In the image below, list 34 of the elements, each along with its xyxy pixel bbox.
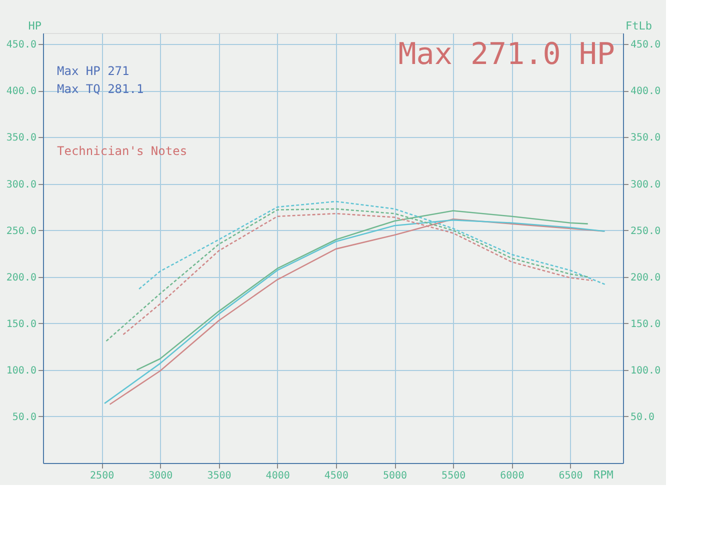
y2-tick-label: 250.0 bbox=[630, 226, 661, 237]
y2-tick-label: 200.0 bbox=[630, 272, 661, 284]
y2-tick-label: 100.0 bbox=[630, 365, 661, 376]
y-tick-label: 100.0 bbox=[6, 365, 36, 376]
y2-tick-label: 450.0 bbox=[630, 40, 661, 51]
annotation: Max 271.0 HP bbox=[398, 37, 615, 72]
y2-axis-title: FtLb bbox=[626, 20, 652, 32]
y-axis-title: HP bbox=[28, 20, 42, 32]
y-tick-label: 50.0 bbox=[12, 412, 36, 423]
x-tick-label: 6500 bbox=[558, 470, 583, 482]
y-tick-label: 450.0 bbox=[6, 40, 36, 51]
y-tick-label: 250.0 bbox=[6, 226, 36, 237]
annotation: Max HP 271 bbox=[57, 64, 130, 78]
x-tick-label: 2500 bbox=[90, 470, 114, 482]
y2-tick-label: 50.0 bbox=[630, 412, 655, 423]
y2-tick-label: 350.0 bbox=[630, 132, 661, 144]
annotation: Max TQ 281.1 bbox=[57, 82, 144, 96]
y2-tick-label: 300.0 bbox=[630, 179, 661, 190]
x-tick-label: 6000 bbox=[500, 470, 524, 482]
y-tick-label: 400.0 bbox=[6, 86, 36, 98]
annotation: Technician's Notes bbox=[57, 144, 188, 158]
x-tick-label: 5500 bbox=[442, 470, 466, 482]
y-tick-label: 300.0 bbox=[6, 179, 36, 190]
y2-tick-label: 400.0 bbox=[630, 86, 661, 98]
x-tick-label: 5000 bbox=[382, 470, 408, 482]
x-tick-label: 3500 bbox=[207, 470, 232, 482]
y-tick-label: 150.0 bbox=[6, 318, 36, 330]
y-tick-label: 200.0 bbox=[6, 272, 36, 284]
x-axis-title: RPM bbox=[594, 468, 614, 482]
x-tick-label: 4500 bbox=[324, 470, 348, 482]
y-tick-label: 350.0 bbox=[6, 132, 36, 144]
y2-tick-label: 150.0 bbox=[630, 318, 661, 330]
x-tick-label: 3000 bbox=[148, 470, 173, 482]
x-tick-label: 4000 bbox=[266, 470, 290, 482]
